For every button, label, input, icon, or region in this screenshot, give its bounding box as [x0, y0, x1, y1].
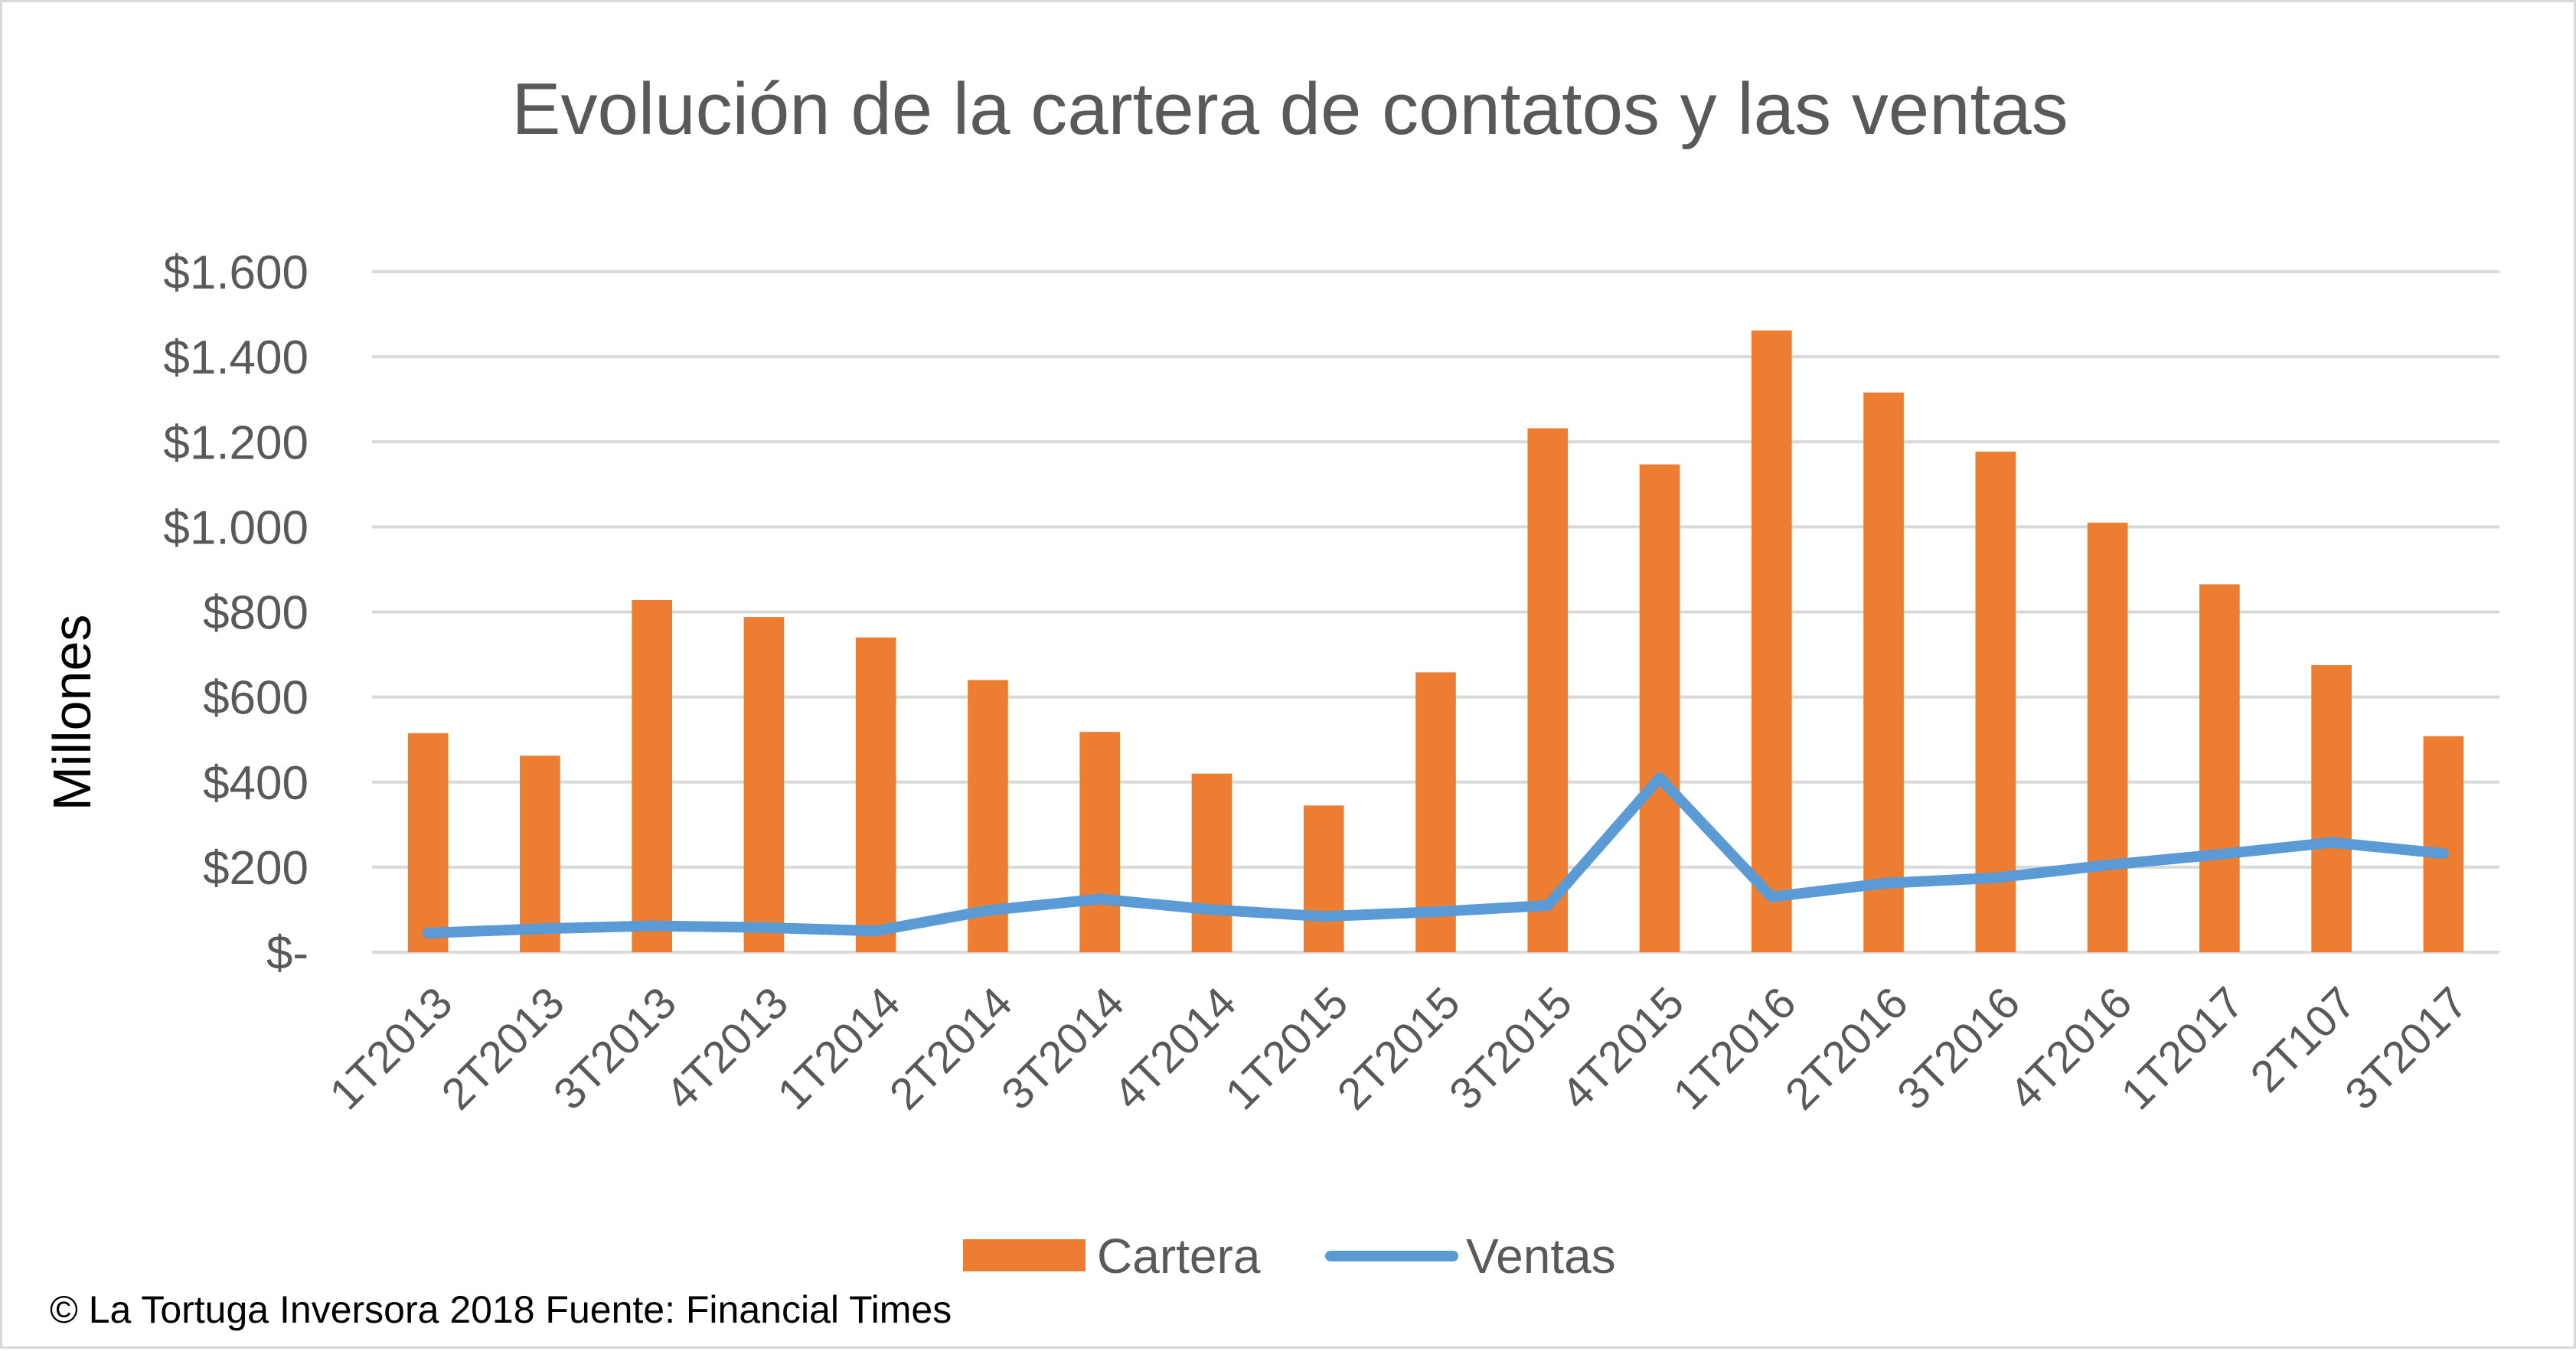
y-axis-label: Millones — [42, 615, 102, 811]
bar-cartera — [856, 638, 896, 952]
bar-cartera — [2199, 584, 2240, 952]
x-tick-label: 3T2015 — [1440, 977, 1582, 1119]
x-tick-label: 2T2015 — [1328, 977, 1470, 1119]
bar-cartera — [744, 617, 785, 952]
y-tick-label: $1.000 — [163, 501, 309, 554]
x-tick-label: 3T2017 — [2336, 977, 2477, 1119]
x-tick-label: 3T2014 — [992, 977, 1134, 1119]
bar-cartera — [1863, 393, 1904, 952]
y-tick-label: $1.200 — [163, 416, 309, 469]
x-tick-label: 2T2016 — [1776, 977, 1918, 1119]
chart-title: Evolución de la cartera de contatos y la… — [511, 68, 2068, 150]
bar-cartera — [1192, 774, 1232, 952]
y-tick-label: $1.400 — [163, 331, 309, 384]
bar-cartera — [632, 600, 672, 952]
x-tick-label: 4T2016 — [2000, 977, 2141, 1119]
legend: Cartera Ventas — [963, 1229, 1616, 1284]
bar-cartera — [408, 733, 449, 952]
legend-swatch-cartera — [963, 1239, 1086, 1271]
x-tick-label: 4T2015 — [1552, 977, 1693, 1119]
x-tick-label: 1T2016 — [1663, 977, 1805, 1119]
bar-cartera — [1640, 465, 1680, 952]
x-tick-label: 2T2013 — [433, 977, 574, 1119]
y-tick-label: $1.600 — [163, 246, 309, 299]
bar-cartera — [2088, 523, 2128, 952]
bar-cartera — [1304, 805, 1344, 952]
x-tick-label: 1T2014 — [768, 977, 909, 1119]
legend-label-ventas: Ventas — [1466, 1229, 1616, 1284]
legend-label-cartera: Cartera — [1097, 1229, 1261, 1284]
y-tick-label: $400 — [203, 757, 309, 810]
y-tick-label: $- — [266, 927, 309, 980]
x-tick-label: 4T2013 — [656, 977, 798, 1119]
x-tick-label: 4T2014 — [1104, 977, 1246, 1119]
bar-cartera — [1527, 428, 1568, 952]
bar-cartera — [520, 755, 560, 952]
x-tick-label: 3T2013 — [544, 977, 686, 1119]
bar-cartera — [2424, 736, 2464, 952]
x-tick-label: 1T2015 — [1216, 977, 1357, 1119]
y-tick-label: $600 — [203, 672, 309, 725]
x-axis-ticks: 1T20132T20133T20134T20131T20142T20143T20… — [320, 977, 2477, 1119]
x-tick-label: 3T2016 — [1888, 977, 2029, 1119]
bar-cartera — [1079, 732, 1120, 952]
x-tick-label: 1T2017 — [2111, 977, 2253, 1119]
bar-cartera — [2311, 665, 2352, 952]
x-tick-label: 2T2014 — [880, 977, 1022, 1119]
y-tick-label: $800 — [203, 587, 309, 640]
bar-cartera — [1752, 331, 1792, 952]
source-credit: © La Tortuga Inversora 2018 Fuente: Fina… — [50, 1288, 952, 1331]
y-axis-ticks: $- $200 $400 $600 $800 $1.000 $1.200 $1.400 $1.6… — [163, 246, 309, 980]
y-tick-label: $200 — [203, 842, 309, 895]
x-tick-label: 1T2013 — [320, 977, 462, 1119]
